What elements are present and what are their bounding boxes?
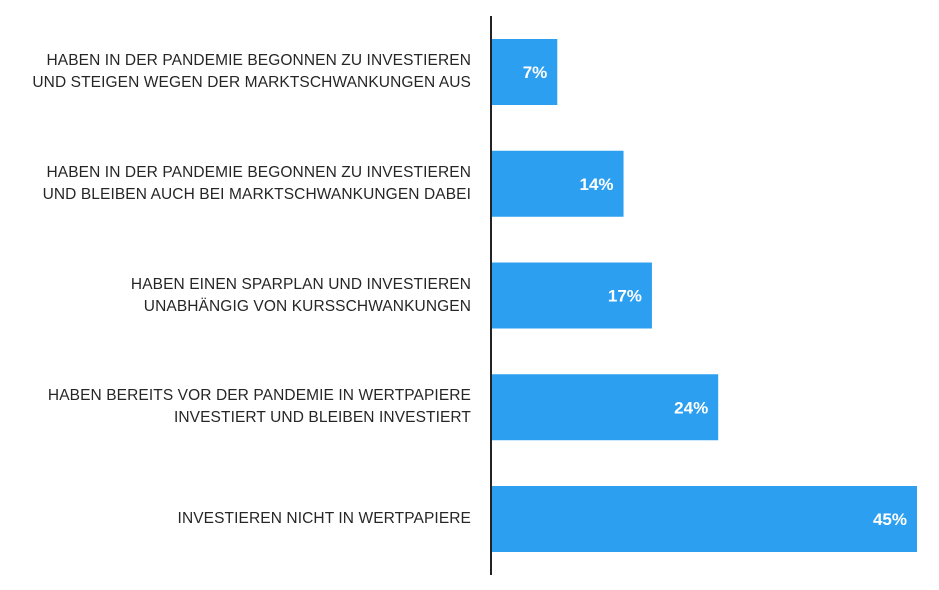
bar [491, 374, 719, 441]
category-label: HABEN IN DER PANDEMIE BEGONNEN ZU INVEST… [1, 50, 471, 94]
bar-value-label: 17% [608, 287, 642, 306]
bar-value-label: 7% [523, 63, 548, 82]
bar [491, 39, 558, 105]
category-label-line: UND STEIGEN WEGEN DER MARKTSCHWANKUNGEN … [32, 74, 471, 91]
bar-value-label: 14% [580, 175, 614, 194]
bar [491, 486, 917, 552]
bar [491, 262, 652, 329]
category-label: HABEN IN DER PANDEMIE BEGONNEN ZU INVEST… [1, 162, 471, 206]
category-label-line: HABEN BEREITS VOR DER PANDEMIE IN WERTPA… [47, 387, 471, 405]
category-label-line: HABEN IN DER PANDEMIE BEGONNEN ZU INVEST… [46, 52, 471, 69]
category-label: INVESTIEREN NICHT IN WERTPAPIERE [1, 508, 471, 530]
category-label: HABEN EINEN SPARPLAN UND INVESTIEREN UNAB… [1, 274, 471, 318]
category-label-line: INVESTIEREN NICHT IN WERTPAPIERE [177, 510, 471, 527]
category-label: HABEN BEREITS VOR DER PANDEMIE IN WERTPA… [1, 385, 471, 429]
category-label-line: UNABHÄNGIG VON KURSSCHWANKUNGEN [143, 297, 471, 315]
category-label-line: HABEN IN DER PANDEMIE BEGONNEN ZU INVEST… [46, 163, 471, 181]
bar [491, 150, 624, 217]
category-label-line: UND BLEIBEN AUCH BEI MARKTSCHWANKUNGEN D… [42, 185, 471, 203]
category-label-line: INVESTIERT UND BLEIBEN INVESTIERT [173, 409, 471, 427]
bar-value-label: 45% [873, 510, 907, 529]
bar-value-label: 24% [674, 398, 708, 417]
category-label-line: HABEN EINEN SPARPLAN UND INVESTIEREN [130, 275, 471, 293]
